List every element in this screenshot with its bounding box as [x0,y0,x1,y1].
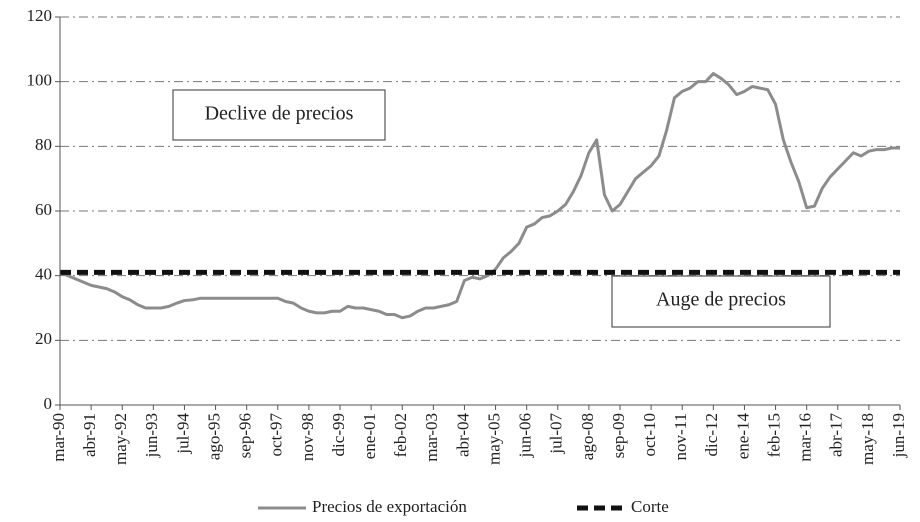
x-tick-label: ene-14 [733,413,752,460]
x-tick-label: sep-09 [609,413,628,458]
axes: 0 20 40 60 80 100 120 mar-90 abr-91 may-92 jun-93 j… [27,6,908,465]
x-tick-label: feb-15 [764,413,783,457]
y-tick-label: 120 [27,6,53,25]
legend-label: Precios de exportación [312,497,467,516]
x-tick-label: jul-07 [547,413,566,455]
annotation-box [172,89,386,141]
x-tick-label: jun-06 [516,413,535,458]
x-tick-label: nov-11 [671,413,690,461]
x-tick-label: mar-16 [796,413,815,462]
x-tick-label: feb-02 [391,413,410,457]
annotation-box [611,275,831,328]
annotation: Auge de precios [656,289,786,311]
x-tick-label: nov-98 [298,413,317,461]
x-tick-label: jul-94 [173,413,192,455]
x-tick-label: may-92 [111,413,130,465]
y-tick-label: 80 [35,135,52,154]
y-tick-label: 20 [35,329,52,348]
x-tick-label: mar-03 [422,413,441,462]
legend-label: Corte [631,497,669,516]
x-tick-label: ago-95 [204,413,223,460]
series-line [59,72,900,320]
x-tick-label: jun-93 [142,413,161,458]
y-tick-label: 0 [44,394,53,413]
x-tick-label: mar-90 [49,413,68,462]
lines [59,72,900,320]
y-tick-label: 100 [27,71,53,90]
x-tick-label: dic-99 [329,413,348,456]
x-tick-label: ago-08 [578,413,597,460]
y-tick-label: 40 [35,265,52,284]
x-tick-label: abr-91 [80,413,99,457]
x-tick-label: oct-97 [267,413,286,457]
x-tick-label: ene-01 [360,413,379,459]
x-tick-label: jun-19 [889,413,908,458]
x-tick-label: oct-10 [640,413,659,456]
y-tick-label: 60 [35,200,52,219]
annotation: Declive de precios [205,103,354,125]
x-tick-label: may-18 [858,413,877,465]
x-tick-label: abr-04 [453,413,472,458]
grid [60,16,900,341]
x-tick-label: abr-17 [827,413,846,458]
x-tick-label: may-05 [484,413,503,465]
x-tick-label: dic-12 [702,413,721,456]
legend: Precios de exportación Corte [258,497,669,516]
x-tick-label: sep-96 [236,413,255,458]
